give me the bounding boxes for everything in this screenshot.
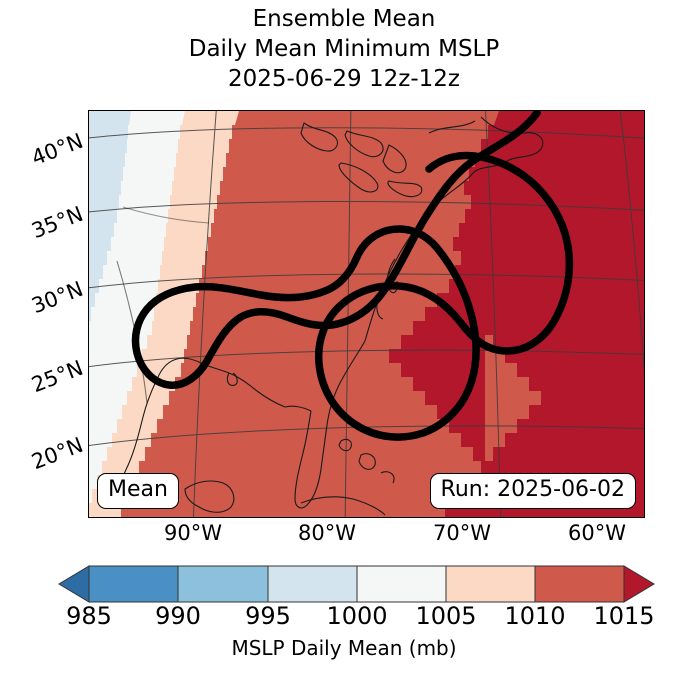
colorbar-tick-label: 995 bbox=[245, 602, 291, 630]
colorbar-arrow-left bbox=[58, 565, 90, 603]
run-annotation-label: Run: 2025-06-02 bbox=[440, 477, 625, 502]
colorbar-tick-label: 985 bbox=[66, 602, 112, 630]
lon-tick-label: 90°W bbox=[164, 521, 222, 545]
colorbar-band-995-1000 bbox=[267, 565, 358, 603]
isobar-contour-1015 bbox=[131, 111, 574, 441]
colorbar-band-990-995 bbox=[177, 565, 269, 603]
colorbar-tick-label: 1005 bbox=[415, 602, 477, 630]
map-plot-area[interactable]: Mean Run: 2025-06-02 bbox=[88, 110, 645, 518]
colorbar-canvas bbox=[58, 565, 655, 603]
chart-title: Ensemble Mean Daily Mean Minimum MSLP 20… bbox=[0, 4, 688, 94]
colorbar-band-1010-1015 bbox=[534, 565, 625, 603]
lat-tick-label: 40°N bbox=[28, 128, 87, 171]
colorbar-arrow-right bbox=[623, 565, 655, 603]
lat-tick-label: 25°N bbox=[28, 355, 87, 398]
mean-annotation-box: Mean bbox=[97, 473, 179, 509]
band-995-1000 bbox=[89, 111, 131, 321]
lat-tick-label: 35°N bbox=[28, 201, 87, 244]
colorbar-band-985-990 bbox=[88, 565, 179, 603]
map-canvas bbox=[89, 111, 644, 517]
colorbar-tick-label: 1015 bbox=[593, 602, 655, 630]
title-line-2: Daily Mean Minimum MSLP bbox=[188, 36, 500, 62]
title-line-1: Ensemble Mean bbox=[252, 6, 436, 32]
coastlines bbox=[108, 116, 544, 516]
colorbar-band-1000-1005 bbox=[356, 565, 447, 603]
colorbar-band-1005-1010 bbox=[445, 565, 536, 603]
colorbar-segments bbox=[58, 565, 655, 603]
colorbar[interactable]: 985 990 995 1000 1005 1010 1015 MSLP Daily Mea… bbox=[0, 556, 688, 674]
colorbar-tick-label: 1010 bbox=[504, 602, 566, 630]
run-annotation-box: Run: 2025-06-02 bbox=[429, 473, 636, 509]
lat-tick-label: 20°N bbox=[28, 432, 87, 475]
lon-tick-label: 60°W bbox=[568, 521, 626, 545]
lon-tick-label: 70°W bbox=[433, 521, 491, 545]
title-line-3: 2025-06-29 12z-12z bbox=[228, 66, 460, 92]
mean-annotation-label: Mean bbox=[108, 477, 168, 502]
lon-tick-label: 80°W bbox=[298, 521, 356, 545]
colorbar-axis-label: MSLP Daily Mean (mb) bbox=[231, 636, 457, 660]
colorbar-tick-label: 1000 bbox=[326, 602, 388, 630]
colorbar-tick-label: 990 bbox=[155, 602, 201, 630]
lat-tick-label: 30°N bbox=[28, 276, 87, 319]
